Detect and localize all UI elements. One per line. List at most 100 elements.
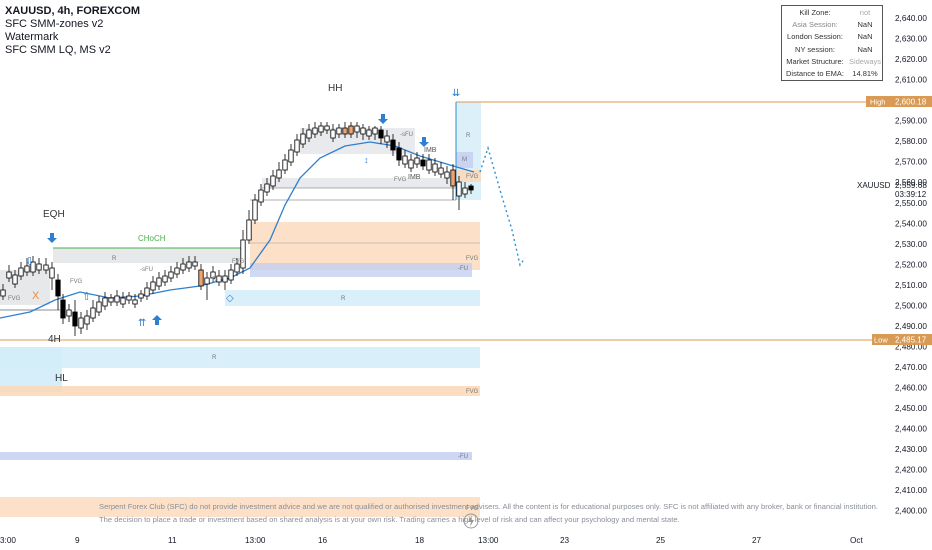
candle-body — [162, 275, 168, 283]
candle-body — [378, 129, 384, 139]
candle-body — [108, 297, 114, 303]
candle-body — [444, 171, 450, 179]
hl-zone — [0, 347, 62, 392]
price-tick: 2,480.00 — [895, 342, 927, 351]
candle-body — [216, 275, 222, 283]
up-arrow-icon — [152, 315, 162, 325]
candle-body — [132, 299, 138, 305]
double-up-arrow-icon: ⇈ — [138, 318, 146, 329]
chart-labels: HH HL EQH CHoCH 4H X FVG FVG FVG FVG FVG… — [8, 83, 479, 512]
indicator-zones[interactable]: SFC SMM-zones v2 — [5, 18, 104, 30]
row-label: London Session: — [787, 32, 843, 42]
indicator-watermark[interactable]: Watermark — [5, 31, 59, 43]
high-value: 2,600.18 — [895, 98, 927, 107]
candle-body — [372, 127, 378, 135]
fvg-label: FVG — [466, 506, 479, 512]
time-tick: 27 — [752, 536, 762, 545]
candles-layer — [0, 122, 474, 336]
price-tick: 2,470.00 — [895, 363, 927, 372]
countdown: 03:39:12 — [895, 190, 927, 199]
row-value: NaN — [857, 19, 873, 29]
row-value: NaN — [857, 44, 873, 54]
table-row: Market Structure: Sideways — [782, 55, 882, 67]
double-arrow-icon: ⇩ — [25, 256, 34, 268]
down-arrow-icon — [419, 137, 429, 147]
candle-body — [462, 187, 468, 195]
candle-body — [408, 159, 414, 169]
candle-body — [384, 135, 390, 143]
fu-label: -FU — [458, 266, 468, 272]
candle-body — [174, 267, 180, 275]
candle-body — [78, 317, 84, 329]
price-tick: 2,400.00 — [895, 507, 927, 516]
double-arrow-icon: ⇊ — [452, 88, 460, 99]
candle-body — [60, 299, 66, 319]
r-label: R — [341, 296, 346, 302]
row-value: NaN — [857, 32, 873, 42]
price-tick: 2,540.00 — [895, 219, 927, 228]
candle-body — [306, 129, 312, 139]
time-tick: 13:00 — [245, 536, 266, 545]
row-value: not — [859, 7, 871, 17]
down-arrow-icon — [47, 233, 57, 243]
price-tick: 2,490.00 — [895, 322, 927, 331]
candle-body — [294, 139, 300, 153]
m-label: M — [462, 157, 467, 163]
hl-label: HL — [55, 373, 68, 384]
candle-body — [390, 139, 396, 151]
r-label: R — [112, 256, 117, 262]
candle-body — [354, 125, 360, 133]
candle-body — [432, 163, 438, 173]
candle-body — [288, 149, 294, 163]
table-row: Distance to EMA: 14.81% — [782, 67, 882, 79]
fvg-zone — [456, 170, 481, 182]
price-axis[interactable]: 2,640.002,630.002,620.002,610.002,600.00… — [895, 14, 927, 516]
r-label: R — [212, 277, 217, 283]
time-axis[interactable]: 3:00 9 11 13:00 16 18 13:00 23 25 27 Oct — [0, 536, 863, 545]
r-label: R — [466, 133, 471, 139]
candle-body — [456, 181, 462, 197]
fvg-label: FVG — [8, 296, 21, 302]
candle-body — [12, 274, 18, 285]
candle-body — [180, 263, 186, 271]
candle-body — [72, 311, 78, 327]
candle-body — [234, 263, 240, 273]
fu-zone — [250, 263, 472, 277]
candle-body — [222, 275, 228, 283]
high-label: High — [870, 98, 885, 107]
price-tick: 2,630.00 — [895, 35, 927, 44]
hh-label: HH — [328, 83, 342, 94]
disclaimer-line-1: Serpent Forex Club (SFC) do not provide … — [99, 502, 878, 511]
candle-body — [348, 125, 354, 135]
flash-icon[interactable] — [463, 513, 479, 529]
candle-body — [300, 133, 306, 145]
candle-body — [156, 277, 162, 287]
candle-body — [414, 157, 420, 165]
candle-body — [204, 277, 210, 285]
candle-body — [24, 265, 30, 273]
candle-body — [360, 127, 366, 135]
fvg-zone — [0, 497, 480, 517]
candle-body — [96, 301, 102, 313]
time-tick: 9 — [75, 536, 80, 545]
candle-body — [138, 293, 144, 299]
price-tick: 2,420.00 — [895, 466, 927, 475]
candle-body — [312, 127, 318, 135]
candle-body — [450, 169, 456, 187]
low-tag: Low 2,485.17 — [872, 334, 932, 345]
table-row: Asia Session: NaN — [782, 18, 882, 30]
row-label: Asia Session: — [792, 19, 838, 29]
time-tick: 18 — [415, 536, 425, 545]
candle-body — [336, 127, 342, 135]
fvg-label: FVG — [70, 279, 83, 285]
price-tick: 2,530.00 — [895, 240, 927, 249]
candle-body — [120, 297, 126, 305]
indicator-lq[interactable]: SFC SMM LQ, MS v2 — [5, 44, 111, 56]
current-price: 2,559.68 — [895, 181, 927, 190]
r-zone — [225, 290, 480, 306]
candle-body — [330, 129, 336, 139]
r-zone — [262, 178, 452, 188]
symbol-title[interactable]: XAUUSD, 4h, FOREXCOM — [5, 5, 141, 17]
candle-body — [114, 295, 120, 303]
